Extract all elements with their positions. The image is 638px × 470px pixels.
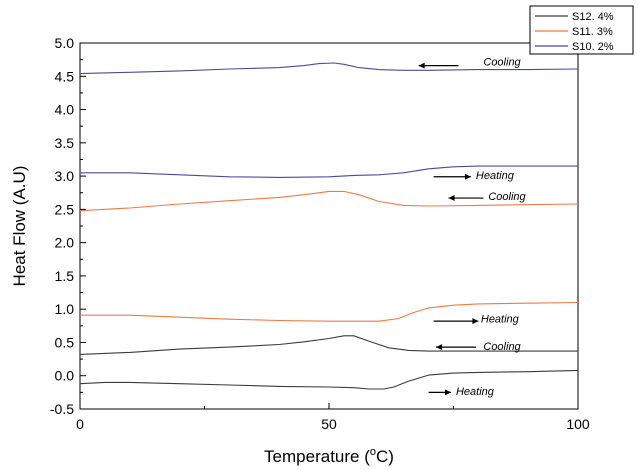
y-tick-label: 1.5 bbox=[55, 268, 75, 284]
x-tick-label: 50 bbox=[321, 416, 337, 432]
series-line-s11-3-cooling bbox=[79, 190, 579, 212]
y-tick-label: 3.5 bbox=[55, 135, 75, 151]
y-tick-label: 5.0 bbox=[55, 35, 75, 51]
legend: S12. 4% S11. 3% S10. 2% bbox=[529, 5, 634, 55]
series-line-s11-3-heating bbox=[80, 301, 579, 322]
axis-ticks: -0.5 0.0 0.5 1.0 1.5 2.0 2.5 3.0 3.5 4.0 4.5 5.0 0 50… bbox=[50, 35, 590, 432]
annotation-label-cooling: Cooling bbox=[488, 191, 526, 203]
x-axis-title-main: Temperature ( bbox=[264, 447, 370, 466]
y-tick-label: 3.0 bbox=[55, 168, 75, 184]
legend-label: S10. 2% bbox=[572, 41, 614, 53]
series-layer bbox=[79, 62, 579, 390]
x-tick-label: 0 bbox=[76, 416, 84, 432]
x-axis-title-degree: o bbox=[370, 446, 376, 458]
plot-frame bbox=[79, 42, 579, 410]
x-axis-title-unit: C) bbox=[376, 447, 394, 466]
annotation-label-cooling: Cooling bbox=[483, 341, 521, 353]
annotation-label-cooling: Cooling bbox=[483, 57, 521, 69]
y-tick-label: 0.0 bbox=[55, 368, 75, 384]
x-axis-title: Temperature (oC) bbox=[264, 446, 394, 466]
y-tick-label: 4.5 bbox=[55, 68, 75, 84]
annotation-arrowhead bbox=[472, 318, 479, 325]
legend-label: S12. 4% bbox=[572, 11, 614, 23]
annotation-label-heating: Heating bbox=[481, 313, 520, 325]
y-tick-label: 2.0 bbox=[55, 235, 75, 251]
y-tick-label: 1.0 bbox=[55, 301, 75, 317]
y-tick-label: -0.5 bbox=[50, 401, 74, 417]
annotation-arrowhead bbox=[436, 344, 443, 351]
series-line-s10-2-cooling bbox=[79, 62, 579, 75]
annotation-arrowhead bbox=[445, 389, 452, 396]
annotation-arrowhead bbox=[448, 195, 455, 202]
annotation-arrowhead bbox=[418, 62, 425, 69]
annotation-label-heating: Heating bbox=[456, 386, 495, 398]
y-tick-label: 2.5 bbox=[55, 201, 75, 217]
x-tick-label: 100 bbox=[566, 416, 590, 432]
annotation-layer: Cooling Heating Cooling Heating Cooling Heati… bbox=[418, 57, 527, 398]
series-line-s12-4-cooling bbox=[79, 335, 578, 355]
y-axis-title: Heat Flow (A.U) bbox=[10, 166, 29, 287]
y-tick-label: 4.0 bbox=[55, 102, 75, 118]
series-line-s12-4-heating bbox=[79, 369, 579, 390]
annotation-arrowhead bbox=[464, 173, 471, 180]
legend-label: S11. 3% bbox=[572, 26, 613, 38]
y-tick-label: 0.5 bbox=[55, 334, 75, 350]
annotation-label-heating: Heating bbox=[476, 170, 515, 182]
series-line-s10-2-heating bbox=[80, 165, 578, 178]
